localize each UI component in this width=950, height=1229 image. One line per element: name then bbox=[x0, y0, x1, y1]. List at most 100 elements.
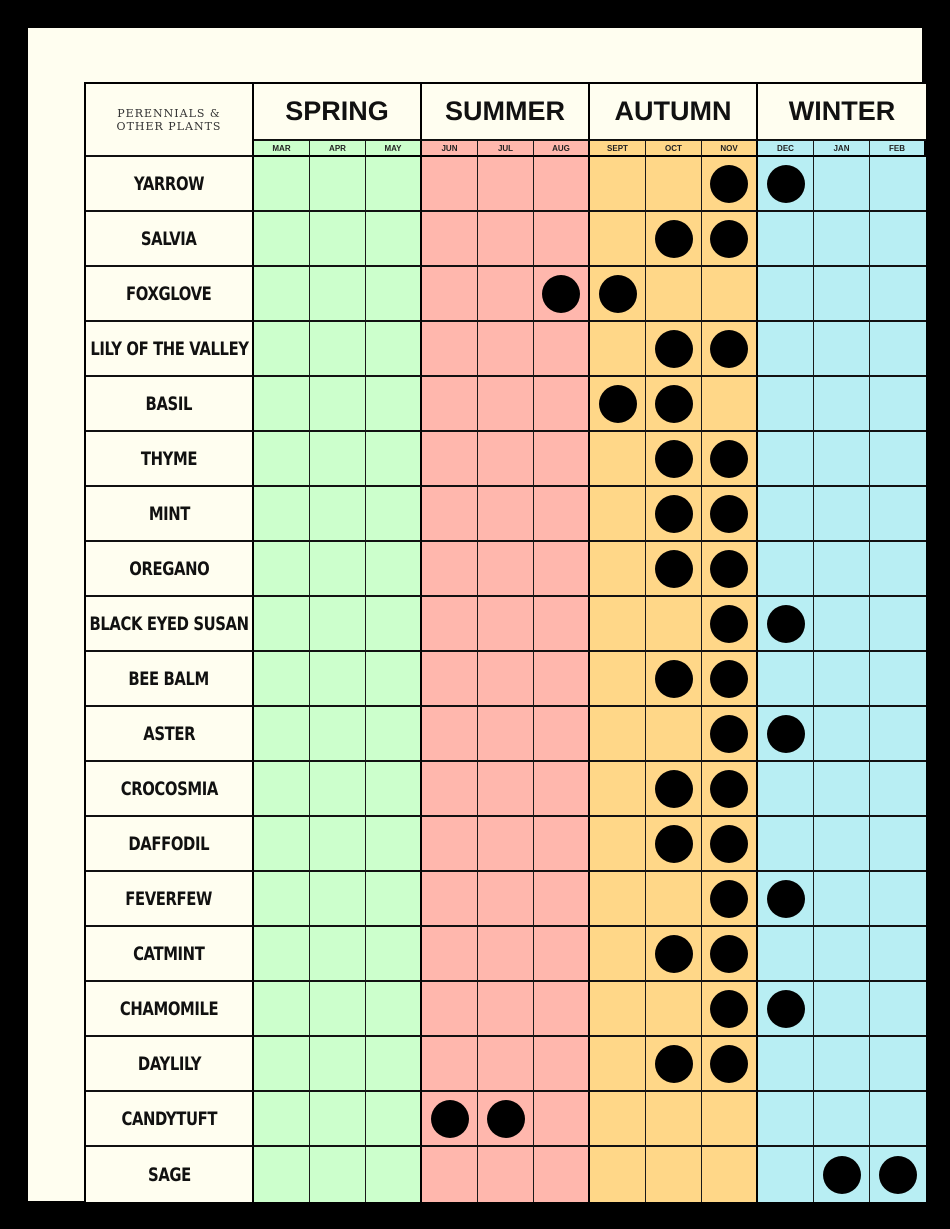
calendar-cell-aug bbox=[534, 157, 590, 212]
calendar-cell-may bbox=[366, 322, 422, 377]
calendar-cell-jan bbox=[814, 157, 870, 212]
calendar-cell-feb bbox=[870, 267, 926, 322]
calendar-cell-aug bbox=[534, 1147, 590, 1202]
planting-dot bbox=[710, 604, 748, 643]
calendar-cell-jan bbox=[814, 542, 870, 597]
month-header-jul: JUL bbox=[478, 141, 534, 157]
calendar-cell-jan bbox=[814, 652, 870, 707]
season-header-autumn: AUTUMN bbox=[590, 84, 758, 141]
planting-dot bbox=[430, 1099, 469, 1138]
calendar-cell-oct bbox=[646, 432, 702, 487]
calendar-cell-may bbox=[366, 817, 422, 872]
calendar-cell-may bbox=[366, 927, 422, 982]
calendar-cell-apr bbox=[310, 267, 366, 322]
calendar-cell-sept bbox=[590, 872, 646, 927]
calendar-cell-nov bbox=[702, 597, 758, 652]
calendar-cell-nov bbox=[702, 432, 758, 487]
calendar-cell-may bbox=[366, 1147, 422, 1202]
planting-dot bbox=[710, 1044, 748, 1083]
calendar-cell-mar bbox=[254, 542, 310, 597]
calendar-cell-mar bbox=[254, 982, 310, 1037]
calendar-cell-jan bbox=[814, 377, 870, 432]
calendar-cell-sept bbox=[590, 487, 646, 542]
plant-name: SALVIA bbox=[86, 212, 254, 267]
calendar-cell-apr bbox=[310, 707, 366, 762]
calendar-cell-feb bbox=[870, 487, 926, 542]
calendar-cell-mar bbox=[254, 872, 310, 927]
plant-name-text: ASTER bbox=[143, 722, 195, 745]
calendar-cell-dec bbox=[758, 432, 814, 487]
calendar-cell-jul bbox=[478, 432, 534, 487]
calendar-cell-nov bbox=[702, 267, 758, 322]
calendar-cell-feb bbox=[870, 1037, 926, 1092]
calendar-cell-apr bbox=[310, 432, 366, 487]
season-header-spring: SPRING bbox=[254, 84, 422, 141]
calendar-cell-apr bbox=[310, 652, 366, 707]
calendar-cell-mar bbox=[254, 267, 310, 322]
calendar-cell-nov bbox=[702, 157, 758, 212]
planting-dot bbox=[654, 769, 693, 808]
plant-name: DAYLILY bbox=[86, 1037, 254, 1092]
calendar-cell-apr bbox=[310, 1147, 366, 1202]
calendar-cell-may bbox=[366, 267, 422, 322]
calendar-cell-may bbox=[366, 157, 422, 212]
season-header-winter: WINTER bbox=[758, 84, 926, 141]
calendar-cell-oct bbox=[646, 762, 702, 817]
planting-dot bbox=[654, 494, 693, 533]
plant-name: FEVERFEW bbox=[86, 872, 254, 927]
planting-dot bbox=[654, 824, 693, 863]
calendar-cell-jul bbox=[478, 597, 534, 652]
calendar-cell-jul bbox=[478, 212, 534, 267]
calendar-cell-jun bbox=[422, 762, 478, 817]
calendar-cell-mar bbox=[254, 817, 310, 872]
calendar-cell-aug bbox=[534, 377, 590, 432]
planting-dot bbox=[710, 714, 748, 753]
calendar-cell-nov bbox=[702, 1147, 758, 1202]
calendar-cell-dec bbox=[758, 542, 814, 597]
month-header-may: MAY bbox=[366, 141, 422, 157]
calendar-cell-dec bbox=[758, 267, 814, 322]
calendar-cell-dec bbox=[758, 927, 814, 982]
calendar-cell-may bbox=[366, 982, 422, 1037]
calendar-cell-jun bbox=[422, 1092, 478, 1147]
calendar-cell-jul bbox=[478, 322, 534, 377]
month-header-aug: AUG bbox=[534, 141, 590, 157]
planting-dot bbox=[710, 549, 748, 588]
planting-dot bbox=[879, 1155, 917, 1194]
plant-name: FOXGLOVE bbox=[86, 267, 254, 322]
calendar-cell-may bbox=[366, 872, 422, 927]
season-header-summer: SUMMER bbox=[422, 84, 590, 141]
plant-name-text: FOXGLOVE bbox=[126, 282, 212, 305]
calendar-cell-feb bbox=[870, 817, 926, 872]
calendar-cell-dec bbox=[758, 597, 814, 652]
calendar-cell-mar bbox=[254, 707, 310, 762]
calendar-cell-mar bbox=[254, 1092, 310, 1147]
calendar-cell-aug bbox=[534, 597, 590, 652]
planting-dot bbox=[598, 384, 637, 423]
calendar-cell-sept bbox=[590, 762, 646, 817]
calendar-cell-aug bbox=[534, 762, 590, 817]
plant-name: CHAMOMILE bbox=[86, 982, 254, 1037]
month-header-jan: JAN bbox=[814, 141, 870, 157]
planting-dot bbox=[710, 164, 748, 203]
calendar-cell-dec bbox=[758, 212, 814, 267]
calendar-cell-jan bbox=[814, 982, 870, 1037]
calendar-cell-feb bbox=[870, 322, 926, 377]
calendar-cell-apr bbox=[310, 377, 366, 432]
planting-dot bbox=[654, 439, 693, 478]
calendar-cell-mar bbox=[254, 157, 310, 212]
planting-dot bbox=[710, 329, 748, 368]
calendar-cell-sept bbox=[590, 1147, 646, 1202]
calendar-cell-nov bbox=[702, 542, 758, 597]
calendar-cell-may bbox=[366, 487, 422, 542]
calendar-cell-feb bbox=[870, 157, 926, 212]
calendar-cell-jun bbox=[422, 927, 478, 982]
calendar-cell-jun bbox=[422, 817, 478, 872]
calendar-cell-feb bbox=[870, 762, 926, 817]
calendar-cell-oct bbox=[646, 322, 702, 377]
calendar-cell-mar bbox=[254, 432, 310, 487]
calendar-cell-jul bbox=[478, 872, 534, 927]
plant-name-text: DAYLILY bbox=[137, 1052, 201, 1075]
plant-name-text: YARROW bbox=[133, 172, 205, 195]
plant-name-text: CHAMOMILE bbox=[119, 997, 219, 1020]
